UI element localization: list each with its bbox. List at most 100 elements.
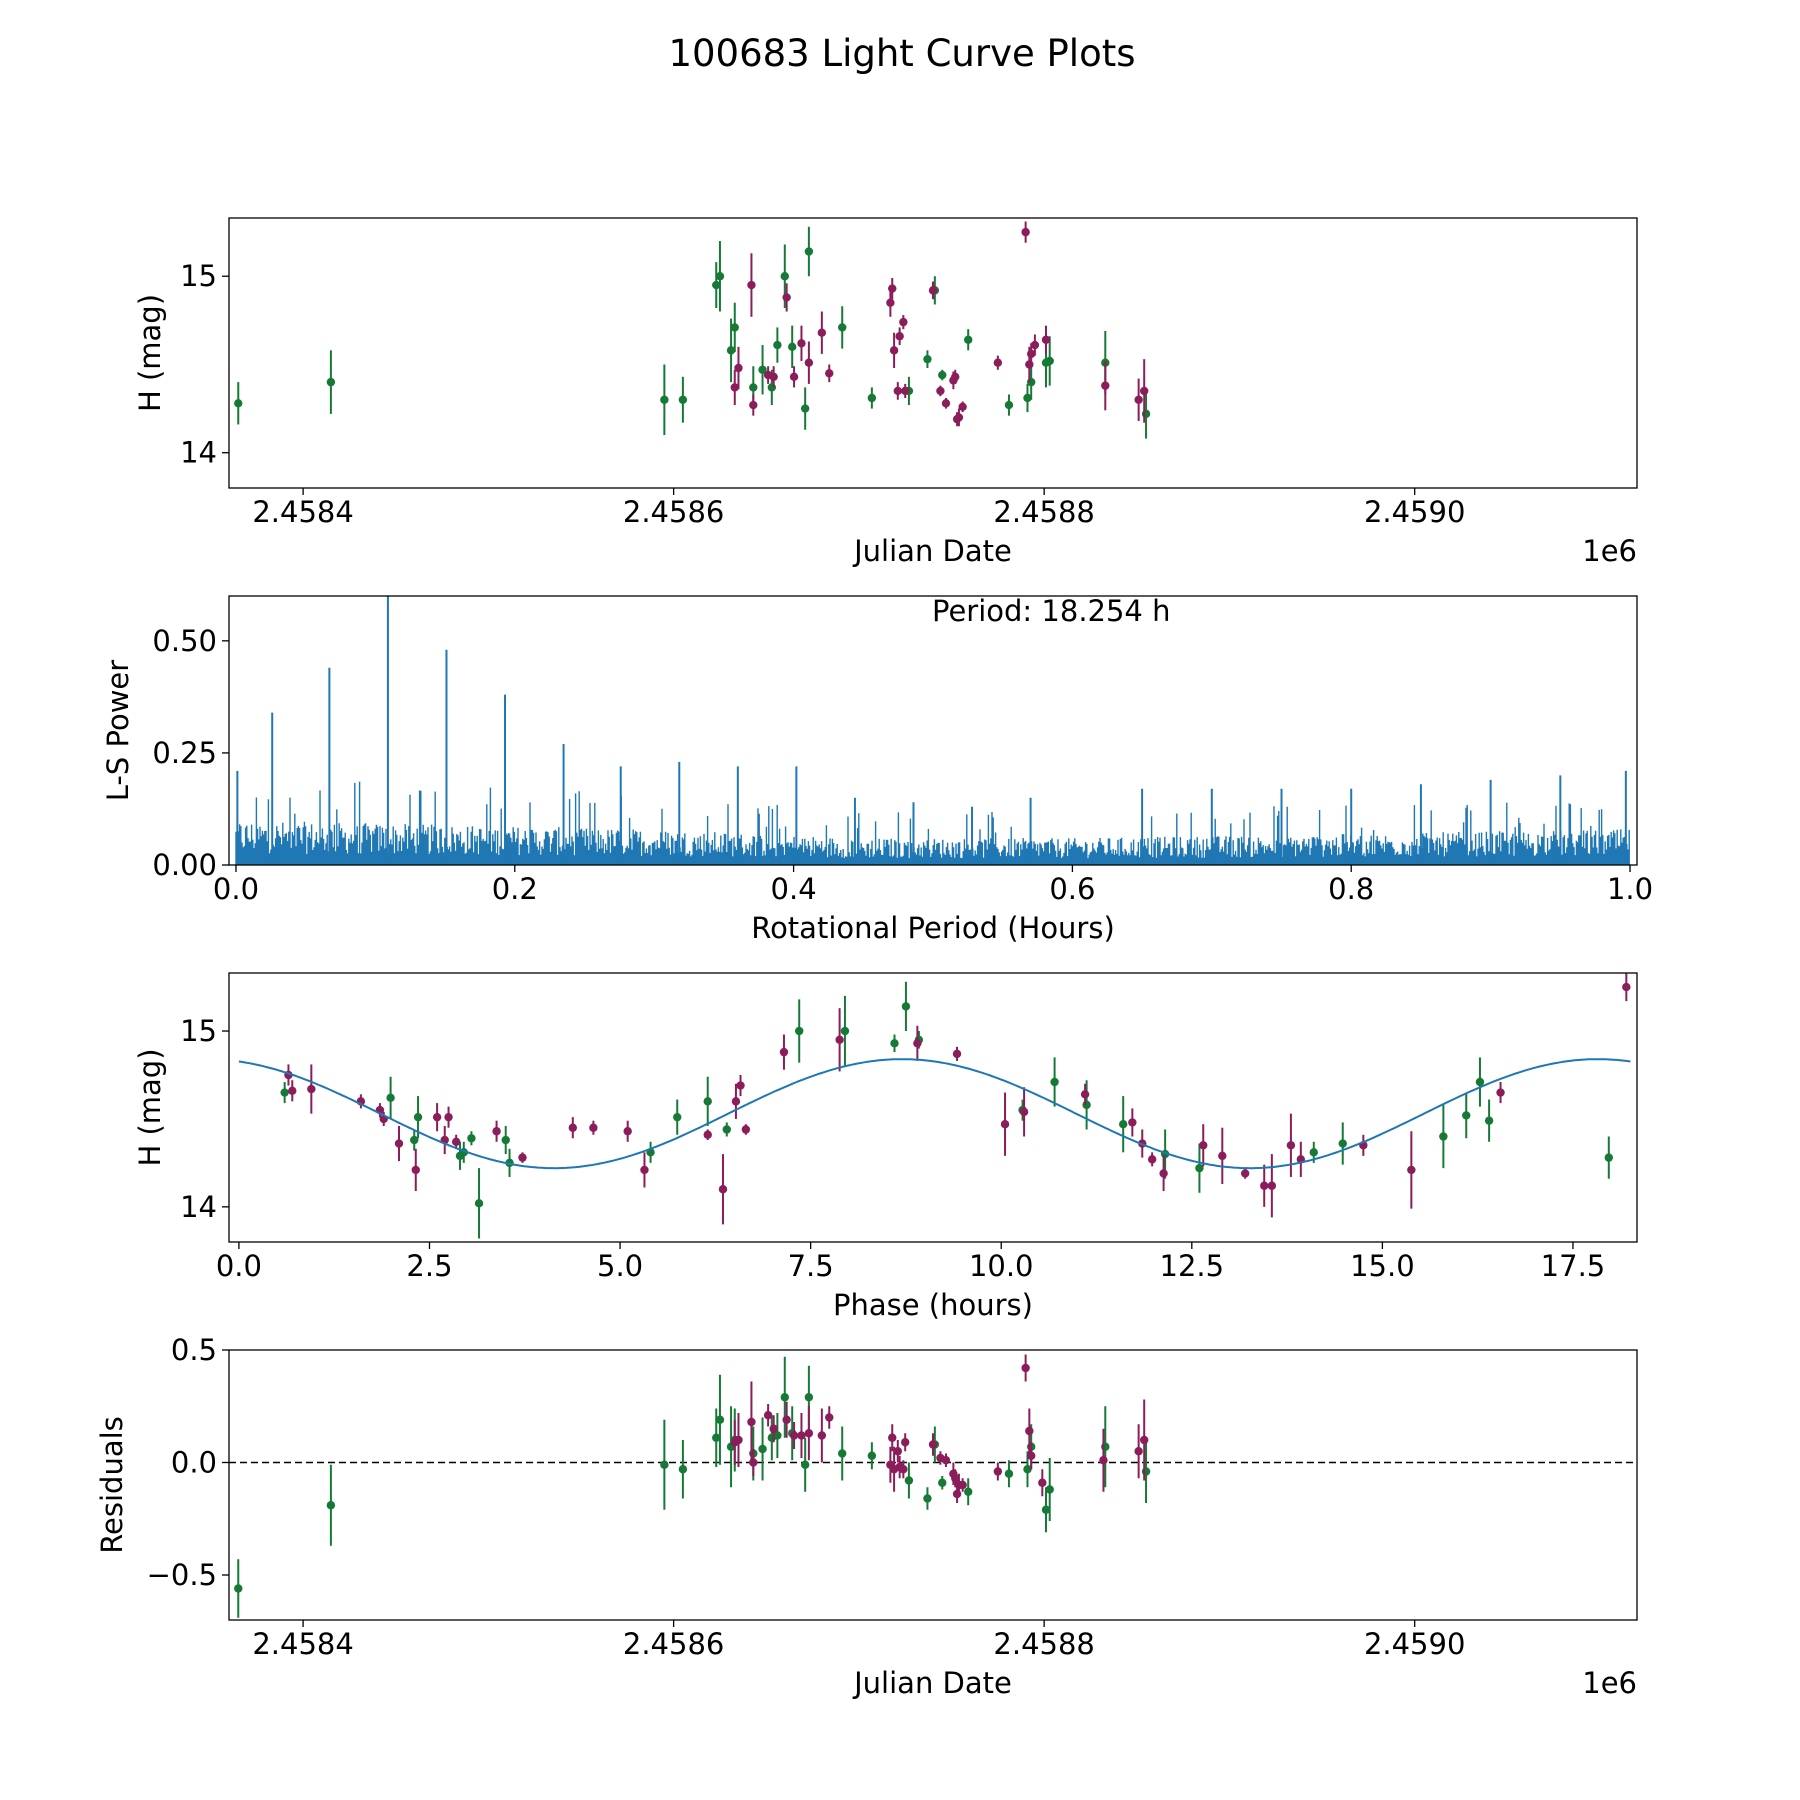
panel3-green-point-14: [795, 1026, 804, 1036]
panel1-green-point-9: [758, 365, 767, 374]
panel4-purple-point-6: [782, 1415, 791, 1424]
panel1-x-tick-label-0: 2.4584: [252, 495, 353, 529]
panel4-green-point-19: [923, 1494, 932, 1503]
panel4-purple-point-27: [993, 1467, 1003, 1476]
panel4-purple-point-19: [928, 1440, 938, 1449]
panel4-purple-point-3: [749, 1458, 758, 1467]
panel4-green-point-1: [326, 1501, 336, 1510]
panel1-green-point-4: [712, 280, 721, 290]
panel3-green-point-1: [386, 1093, 395, 1103]
panel3-purple-point-14: [568, 1123, 578, 1132]
panel1-green-point-19: [923, 354, 932, 364]
panel3-purple-point-30: [1128, 1118, 1137, 1127]
panel-1: 2.4584 2.4586 2.4588 2.4590 14 15 Julian Date H…: [133, 217, 1638, 568]
panel3-purple-point-23: [779, 1047, 789, 1057]
panel3-green-point-0: [280, 1088, 289, 1097]
panel3-purple-point-10: [444, 1112, 453, 1122]
panel4-purple-point-1: [734, 1435, 743, 1445]
panel1-y-tick-label-1: 15: [180, 259, 217, 293]
panel3-purple-point-17: [640, 1165, 649, 1175]
panel4-green-point-22: [964, 1487, 973, 1496]
panel1-green-point-11: [773, 340, 782, 350]
panel4-purple-point-28: [1021, 1363, 1030, 1373]
panel4-x-tick-label-2: 2.4588: [993, 1627, 1094, 1661]
panel4-purple-point-30: [1026, 1451, 1036, 1460]
panel3-purple-point-6: [394, 1139, 404, 1148]
panel2-y-tick-label-2: 0.50: [152, 624, 217, 658]
panel4-purple-point-29: [1025, 1426, 1034, 1436]
panel2-x-tick-label-2: 0.4: [771, 872, 817, 906]
panel1-green-point-8: [749, 383, 758, 392]
panel3-green-point-13: [722, 1125, 731, 1134]
panel1-x-tick-label-3: 2.4590: [1364, 495, 1465, 529]
panel1-green-point-6: [726, 346, 736, 355]
panel4-purple-point-9: [804, 1429, 814, 1438]
panel3-green-point-12: [703, 1097, 712, 1106]
panel1-purple-point-35: [1140, 386, 1149, 396]
panel3-purple-point-1: [288, 1086, 297, 1095]
panel3-purple-point-44: [1622, 982, 1631, 992]
panel1-green-point-29: [1141, 409, 1151, 419]
panel3-frame: [228, 972, 1638, 1243]
panel1-purple-point-5: [769, 372, 778, 382]
panel1-green-point-3: [678, 395, 688, 404]
panel3-y-tick-label-1: 15: [180, 1014, 217, 1048]
panel3-y-tick-label-0: 14: [180, 1190, 217, 1224]
panel3-green-point-25: [1309, 1148, 1318, 1157]
panel3-green-point-22: [1118, 1120, 1128, 1129]
panel4-green-point-12: [780, 1393, 789, 1402]
panel1-purple-point-12: [886, 298, 895, 307]
panel4-y-axis-label: Residuals: [95, 1416, 129, 1554]
panel3-purple-point-11: [451, 1137, 461, 1146]
panel4-green-point-23: [1004, 1469, 1014, 1478]
panel3-x-tick-label-6: 15.0: [1350, 1249, 1415, 1283]
panel4-purple-point-32: [1099, 1456, 1108, 1465]
panel4-purple-point-33: [1134, 1447, 1143, 1456]
panel1-green-point-15: [804, 247, 814, 256]
panel3-purple-point-35: [1218, 1151, 1227, 1161]
panel-3: 0.0 2.5 5.0 7.5 10.0 12.5 15.0 17.5 14 15 Phase (h…: [133, 972, 1638, 1322]
panel2-x-tick-label-3: 0.6: [1049, 872, 1095, 906]
panel3-x-tick-label-2: 5.0: [597, 1249, 643, 1283]
panel3-purple-point-43: [1496, 1088, 1505, 1097]
panel3-purple-point-42: [1407, 1165, 1416, 1175]
panel4-green-point-11: [773, 1431, 782, 1440]
panel4-x-tick-label-0: 2.4584: [252, 1627, 353, 1661]
panel1-plot-area: [234, 221, 1151, 439]
panel3-purple-point-38: [1267, 1181, 1277, 1190]
panel3-plot-area: [238, 973, 1631, 1239]
panel1-purple-point-13: [888, 284, 897, 293]
panel4-purple-point-13: [888, 1433, 897, 1442]
panel3-x-tick-label-0: 0.0: [216, 1249, 262, 1283]
panel4-purple-point-31: [1038, 1478, 1047, 1487]
panel3-green-point-21: [1082, 1100, 1091, 1110]
panel1-green-point-17: [867, 393, 877, 403]
panel3-purple-point-27: [1000, 1120, 1010, 1129]
panel1-purple-point-2: [747, 280, 756, 290]
panel4-y-tick-label-1: 0.0: [171, 1446, 217, 1480]
panel1-green-point-0: [234, 399, 243, 408]
panel4-purple-point-34: [1140, 1435, 1149, 1445]
panel4-purple-point-21: [941, 1456, 951, 1465]
panel3-green-point-20: [1050, 1077, 1059, 1087]
panel1-purple-point-16: [895, 332, 904, 341]
panel4-purple-point-23: [951, 1474, 960, 1483]
panel4-green-point-26: [1041, 1505, 1051, 1514]
panel4-x-offset-label: 1e6: [1582, 1666, 1637, 1700]
panel1-purple-point-15: [893, 386, 902, 396]
panel3-purple-point-21: [736, 1081, 745, 1090]
panel4-y-tick-label-0: −0.5: [147, 1558, 217, 1592]
panel3-y-axis-label: H (mag): [133, 1048, 167, 1166]
panel3-x-tick-label-1: 2.5: [406, 1249, 452, 1283]
panel1-purple-point-14: [889, 346, 899, 355]
panel2-x-tick-label-1: 0.2: [492, 872, 538, 906]
panel4-x-tick-label-1: 2.4586: [623, 1627, 724, 1661]
panel2-x-axis-label: Rotational Period (Hours): [751, 911, 1115, 945]
panel1-green-point-2: [660, 395, 669, 404]
panel-2: Period: 18.254 h 0.0 0.2 0.4 0.6 0.8 1.0 0.00 0.…: [101, 594, 1653, 945]
panel4-green-point-17: [867, 1451, 877, 1460]
panel4-green-point-3: [678, 1465, 688, 1474]
panel3-green-point-28: [1462, 1111, 1471, 1120]
panel1-green-point-10: [767, 383, 777, 392]
